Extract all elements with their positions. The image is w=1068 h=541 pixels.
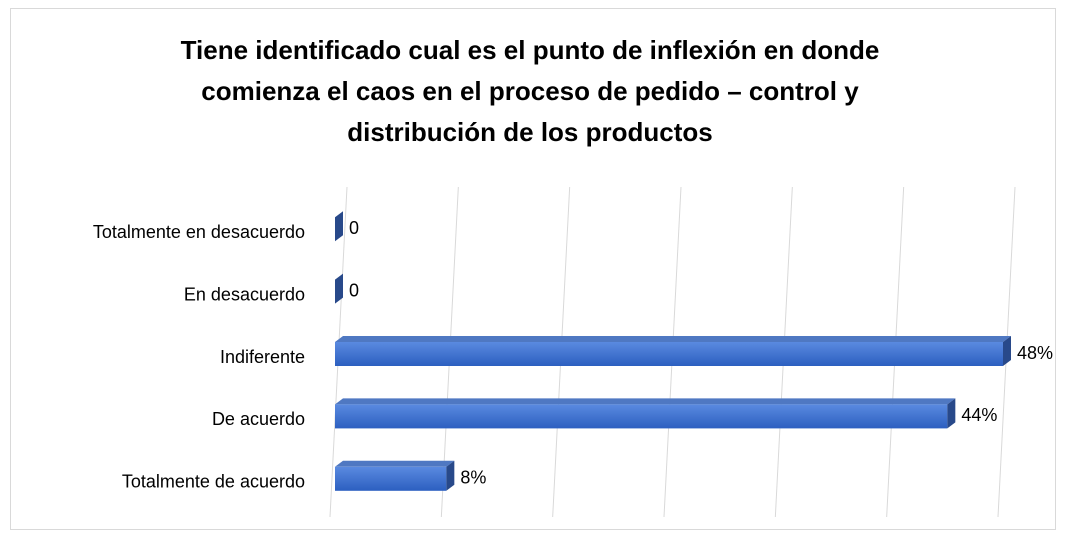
y-tick-label: En desacuerdo [184,284,305,304]
bar [335,398,956,429]
bar-top [335,460,455,467]
bar-front [335,342,1003,366]
bar-front [335,404,948,429]
value-label: 0 [349,218,359,238]
value-label: 0 [349,280,359,300]
bar-side [335,211,343,242]
bar-top [335,336,1011,342]
bar [335,460,455,491]
bar-side [1003,336,1011,366]
chart-title: Tiene identificado cual es el punto de i… [180,35,880,147]
y-tick-label: Totalmente de acuerdo [122,472,305,492]
value-label: 8% [460,468,486,488]
y-tick-label: De acuerdo [212,409,305,429]
bar-side [446,460,455,491]
y-tick-label: Indiferente [220,347,305,367]
bar-top [335,398,956,405]
value-label: 44% [961,405,997,425]
bar [335,211,343,242]
bar [335,273,343,304]
bar-front [335,466,447,491]
bar-side [947,398,956,429]
value-label: 48% [1017,343,1053,363]
bar-side [335,273,343,304]
y-tick-label: Totalmente en desacuerdo [93,222,305,242]
chart-frame [10,8,1056,530]
bar [335,336,1011,366]
